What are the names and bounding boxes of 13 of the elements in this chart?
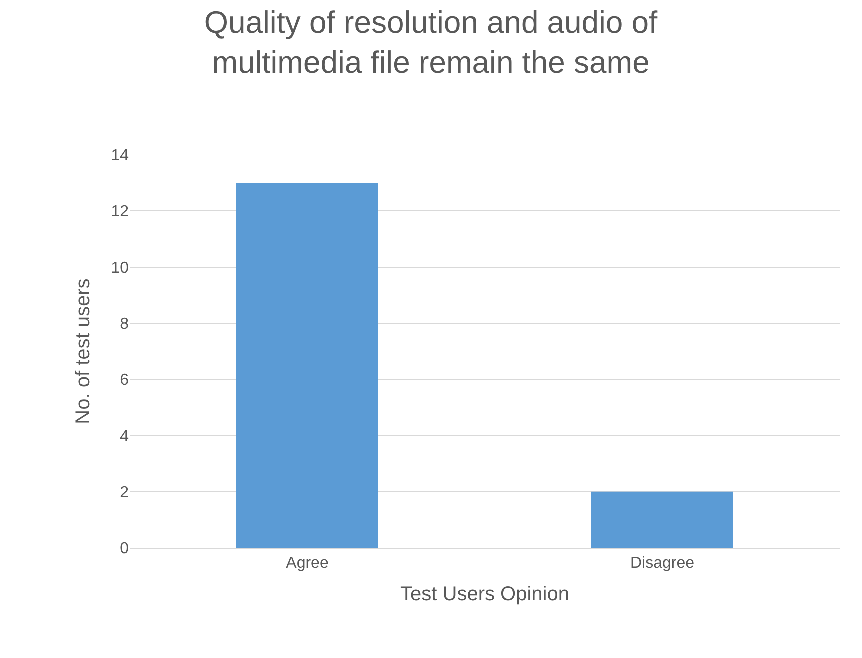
y-tick-label: 0 — [120, 540, 130, 558]
x-tick-label: Disagree — [630, 555, 695, 572]
y-tick-label: 14 — [111, 148, 130, 165]
y-tick-label: 10 — [111, 260, 130, 277]
y-axis-title: No. of test users — [72, 278, 95, 424]
x-tick-label: Agree — [286, 555, 329, 572]
y-tick-label: 2 — [120, 484, 130, 502]
y-tick-label: 12 — [111, 204, 130, 221]
chart-title: Quality of resolution and audio of multimedia file remain the same — [204, 4, 658, 80]
y-tick-label: 4 — [120, 428, 130, 446]
y-tick-label: 6 — [120, 372, 130, 390]
y-tick-label: 8 — [120, 316, 130, 334]
x-axis-title: Test Users Opinion — [400, 584, 570, 606]
